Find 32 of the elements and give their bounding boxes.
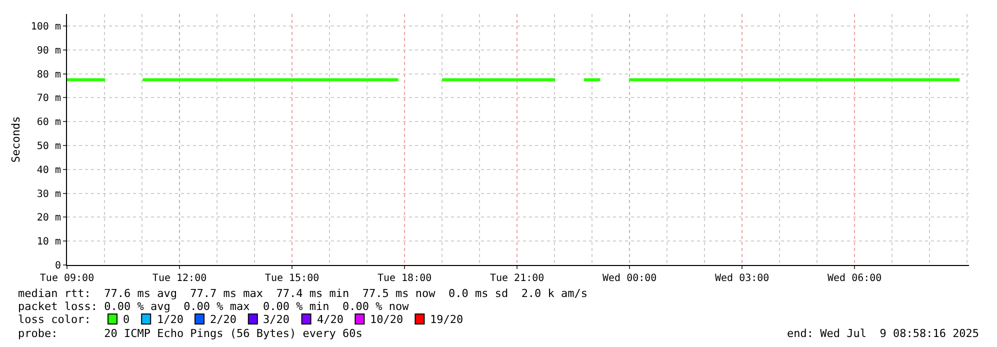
legend-label: 1/20 xyxy=(157,313,184,326)
x-tick-label: Tue 18:00 xyxy=(377,273,432,284)
text: loss color: xyxy=(18,313,91,326)
text: probe: 20 ICMP Echo Pings (56 Bytes) every 60s xyxy=(18,327,362,340)
x-tick-label: Wed 03:00 xyxy=(714,273,770,284)
legend-label: 2/20 xyxy=(210,313,236,326)
y-tick-label: 60 m xyxy=(36,117,61,128)
x-tick-label: Tue 12:00 xyxy=(152,273,207,284)
text: median rtt: 77.6 ms avg 77.7 ms max 77.4 ms min 77.5 ms now 0.0 ms sd 2.0 k am/s xyxy=(18,287,588,300)
y-tick-label: 100 m xyxy=(30,21,61,32)
y-tick-label: 80 m xyxy=(36,69,61,80)
x-tick-label: Wed 06:00 xyxy=(828,273,882,284)
y-tick-label: 40 m xyxy=(36,164,61,176)
x-tick-label: Tue 09:00 xyxy=(40,273,94,284)
text: end: Wed Jul 9 08:58:16 2025 xyxy=(787,327,980,340)
y-tick-label: 20 m xyxy=(36,212,61,224)
legend-label: 4/20 xyxy=(317,313,344,326)
y-tick-label: 30 m xyxy=(36,188,61,200)
x-tick-label: Tue 15:00 xyxy=(264,273,320,284)
text: packet loss: 0.00 % avg 0.00 % max 0.00 % min 0.00 % now xyxy=(18,300,410,313)
x-tick-label: Tue 21:00 xyxy=(490,273,544,284)
x-tick-label: Wed 00:00 xyxy=(602,273,657,284)
y-tick-label: 0 xyxy=(54,260,61,272)
legend-label: 19/20 xyxy=(430,313,464,326)
y-tick-label: 10 m xyxy=(36,236,61,248)
y-tick-label: 70 m xyxy=(36,93,61,104)
y-tick-label: 50 m xyxy=(36,140,61,152)
y-tick-label: 90 m xyxy=(36,45,61,56)
legend-label: 3/20 xyxy=(263,313,290,326)
y-axis-title: Seconds xyxy=(10,116,23,163)
legend-label: 10/20 xyxy=(370,313,404,326)
legend-label: 0 xyxy=(123,313,130,326)
